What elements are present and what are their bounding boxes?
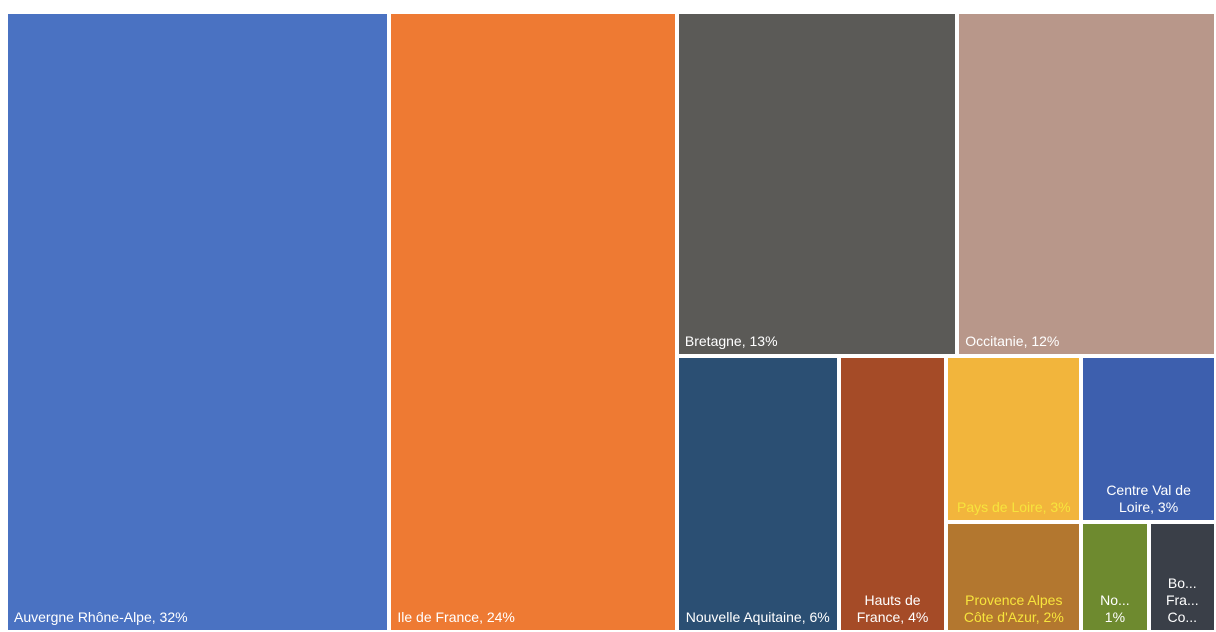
cell-label: Ile de France, 24% xyxy=(397,609,515,625)
treemap-cell: Bo... Fra... Co... xyxy=(1148,521,1216,632)
cell-label: Bo... Fra... Co... xyxy=(1165,574,1199,625)
treemap-cell: Nouvelle Aquitaine, 6% xyxy=(676,356,839,632)
cell-label: Centre Val de Loire, 3% xyxy=(1106,481,1191,515)
treemap-cell: No... 1% xyxy=(1081,521,1149,632)
cell-label: No... 1% xyxy=(1100,591,1130,625)
treemap-cell: Auvergne Rhône-Alpe, 32% xyxy=(6,12,390,632)
cell-label: Bretagne, 13% xyxy=(684,333,778,350)
cell-label: Occitanie, 12% xyxy=(965,333,1060,350)
treemap-cell: Occitanie, 12% xyxy=(957,12,1216,357)
treemap-cell: Hauts de France, 4% xyxy=(838,356,947,632)
treemap-cell: Ile de France, 24% xyxy=(389,12,677,632)
cell-label: Nouvelle Aquitaine, 6% xyxy=(685,608,830,625)
cell-label: Hauts de France, 4% xyxy=(856,591,929,625)
cell-label: Pays de Loire, 3% xyxy=(957,498,1071,515)
cell-label: Auvergne Rhône-Alpe, 32% xyxy=(14,609,188,625)
treemap-cell: Provence Alpes Côte d'Azur, 2% xyxy=(946,521,1082,632)
treemap-cell: Bretagne, 13% xyxy=(676,12,958,357)
cell-label: Provence Alpes Côte d'Azur, 2% xyxy=(963,591,1064,625)
treemap-cell: Pays de Loire, 3% xyxy=(946,356,1082,522)
treemap-cell: Centre Val de Loire, 3% xyxy=(1081,356,1216,522)
